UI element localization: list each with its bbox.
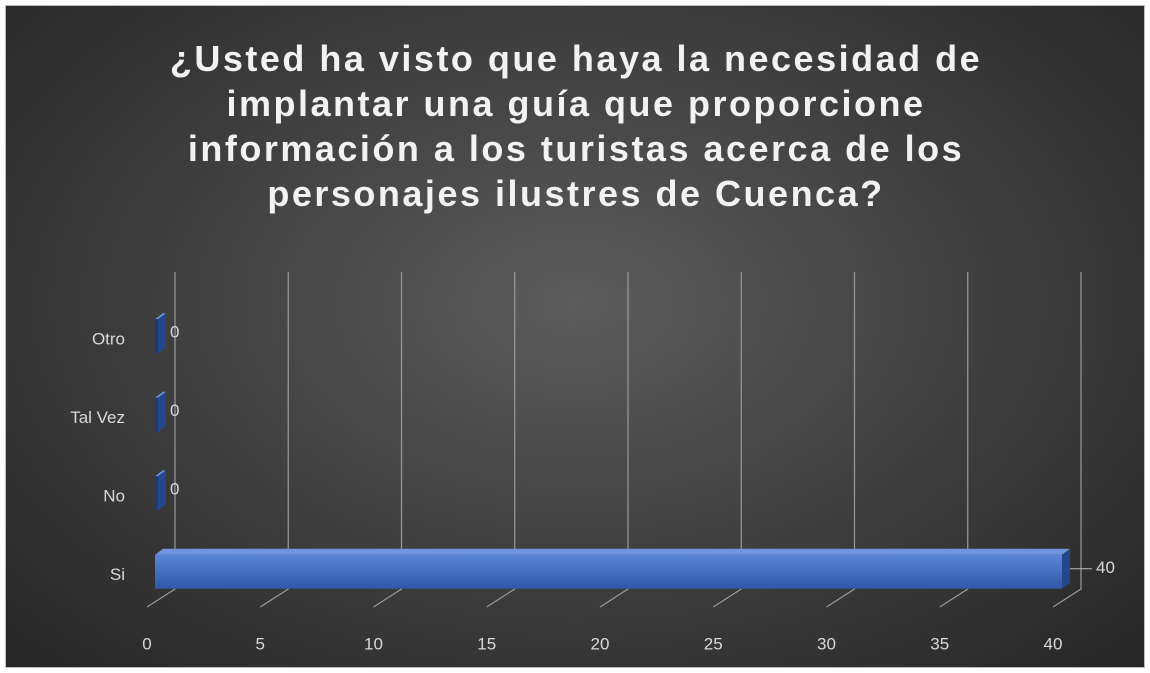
bar-side: [158, 470, 166, 511]
data-label: 0: [170, 323, 179, 342]
bar-front: [155, 319, 158, 354]
bar-front: [155, 397, 158, 432]
x-tick-label: 25: [704, 634, 723, 653]
bar: [155, 548, 1070, 589]
chart-title: ¿Usted ha visto que haya la necesidad de…: [169, 38, 983, 214]
grid-line: [599, 272, 629, 608]
grid-line: [1052, 272, 1082, 608]
x-tick-label: 5: [256, 634, 265, 653]
bar-top: [155, 313, 166, 320]
bar-side: [158, 313, 166, 354]
x-tick-label: 40: [1044, 634, 1063, 653]
grid-line: [259, 272, 289, 608]
data-label: 0: [170, 401, 179, 420]
y-tick-label: Tal Vez: [70, 408, 125, 427]
bar: [155, 470, 166, 511]
bar-front: [155, 554, 1062, 589]
bar-top: [155, 548, 1070, 555]
bar: [155, 391, 166, 432]
grid-line: [826, 272, 856, 608]
grid-line: [939, 272, 969, 608]
x-tick-label: 10: [364, 634, 383, 653]
bar-front: [155, 476, 158, 511]
bar: [155, 313, 166, 354]
bar-top: [155, 470, 166, 477]
x-tick-label: 30: [817, 634, 836, 653]
x-tick-label: 20: [591, 634, 610, 653]
grid-line: [486, 272, 516, 608]
grid-line: [146, 272, 176, 608]
data-label: 0: [170, 480, 179, 499]
x-tick-label: 35: [930, 634, 949, 653]
x-tick-label: 0: [142, 634, 151, 653]
bar-top: [155, 391, 166, 398]
y-tick-label: Otro: [92, 330, 125, 349]
y-tick-label: Si: [110, 565, 125, 584]
grid-line: [373, 272, 403, 608]
y-tick-label: No: [103, 487, 125, 506]
data-label: 40: [1096, 558, 1115, 577]
bar-side: [1062, 548, 1070, 589]
x-tick-label: 15: [477, 634, 496, 653]
grid-line: [712, 272, 742, 608]
bar-side: [158, 391, 166, 432]
